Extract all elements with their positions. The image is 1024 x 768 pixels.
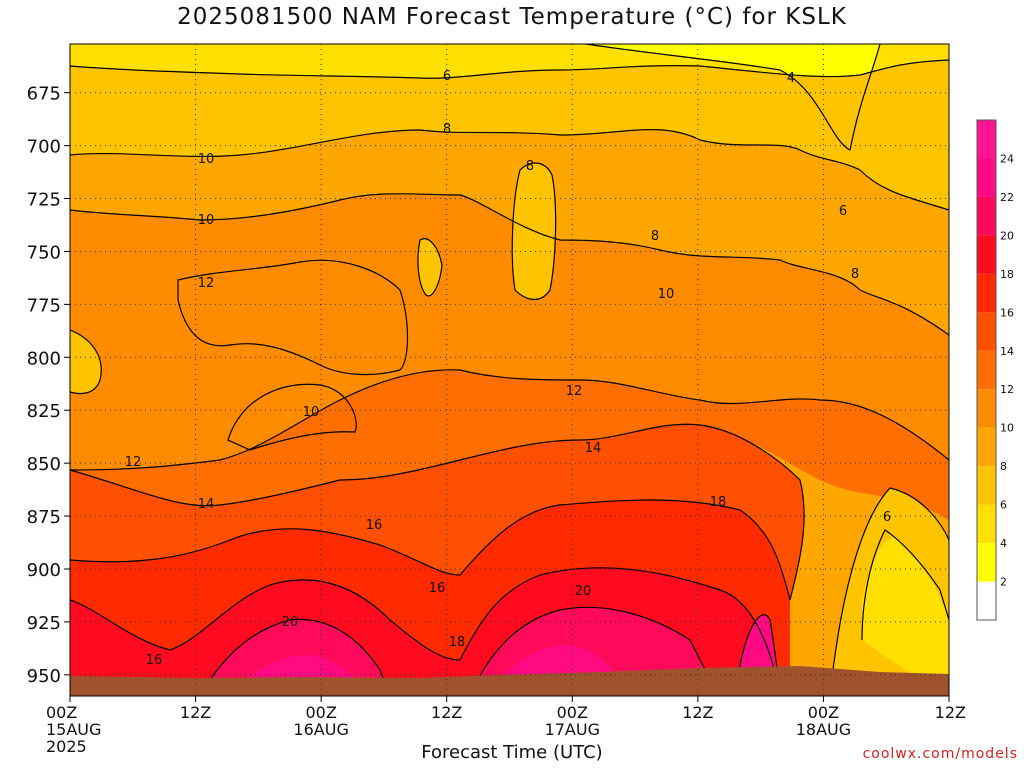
colorbar-swatch xyxy=(977,312,996,351)
y-tick-label: 950 xyxy=(27,666,61,687)
contour-lines xyxy=(70,44,949,696)
contour-label: 8 xyxy=(526,159,534,174)
temperature-fill xyxy=(70,44,949,696)
y-tick-label: 875 xyxy=(27,507,61,528)
colorbar-swatch xyxy=(977,196,996,236)
colorbar-label: 2 xyxy=(1000,576,1007,589)
contour-label: 8 xyxy=(851,267,859,282)
contour-label: 4 xyxy=(787,71,795,86)
contour-label: 16 xyxy=(146,653,163,668)
x-tick-label: 12Z xyxy=(180,703,211,722)
contour-label: 20 xyxy=(282,615,299,630)
contour-label: 12 xyxy=(566,384,583,399)
colorbar-label: 20 xyxy=(1000,229,1014,242)
contour-label: 12 xyxy=(125,455,142,470)
contour-label: 18 xyxy=(710,495,727,510)
x-tick-label: 16AUG xyxy=(293,720,348,739)
y-axis: 675 700 725 750 775 800 825 850 875 900 925 950 xyxy=(27,84,70,687)
contour-label: 14 xyxy=(585,441,602,456)
colorbar-swatch xyxy=(977,350,996,390)
y-tick-label: 700 xyxy=(27,137,61,158)
colorbar-label: 12 xyxy=(1000,383,1014,396)
chart-title: 2025081500 NAM Forecast Temperature (°C)… xyxy=(177,4,847,30)
y-tick-label: 800 xyxy=(27,348,61,369)
colorbar-swatch xyxy=(977,543,996,582)
contour-label: 10 xyxy=(198,152,215,167)
x-tick-label: 17AUG xyxy=(545,720,600,739)
colorbar-swatch xyxy=(977,235,996,274)
colorbar-label: 8 xyxy=(1000,460,1007,473)
colorbar-label: 24 xyxy=(1000,152,1014,165)
y-tick-label: 925 xyxy=(27,613,61,634)
colorbar-swatch xyxy=(977,389,996,428)
contour-label: 6 xyxy=(839,204,847,219)
contour-labels: 6 4 8 8 10 8 6 12 8 10 10 12 14 10 12 14 16 18 16 20 20 18 16 6 xyxy=(125,69,891,668)
contour-label: 14 xyxy=(198,497,215,512)
colorbar-frame xyxy=(976,119,997,621)
terrain-ground xyxy=(70,666,949,696)
y-tick-label: 850 xyxy=(27,454,61,475)
x-tick-label: 12Z xyxy=(935,703,966,722)
colorbar-label: 10 xyxy=(1000,422,1014,435)
x-tick-label: 18AUG xyxy=(796,720,851,739)
contour-label: 8 xyxy=(651,229,659,244)
contour-label: 8 xyxy=(443,122,451,137)
colorbar-label: 6 xyxy=(1000,499,1007,512)
y-tick-label: 750 xyxy=(27,242,61,263)
colorbar-label: 22 xyxy=(1000,191,1014,204)
y-tick-label: 725 xyxy=(27,190,61,211)
contour-label: 6 xyxy=(443,69,451,84)
colorbar-swatch xyxy=(977,504,996,544)
colorbar-swatch xyxy=(977,273,996,313)
y-tick-label: 675 xyxy=(27,84,61,105)
contour-label: 6 xyxy=(883,510,891,525)
colorbar-label: 4 xyxy=(1000,537,1007,550)
contour-label: 16 xyxy=(366,518,383,533)
x-tick-label: 12Z xyxy=(682,703,713,722)
x-tick-label: 15AUG xyxy=(46,720,101,739)
colorbar-label: 16 xyxy=(1000,306,1014,319)
contour-label: 12 xyxy=(198,276,215,291)
plot-frame xyxy=(69,43,950,697)
y-tick-label: 775 xyxy=(27,295,61,316)
colorbar-swatch xyxy=(977,158,996,197)
colorbar-swatch xyxy=(977,120,996,159)
x-tick-label: 2025 xyxy=(46,737,87,756)
contour-label: 10 xyxy=(198,213,215,228)
contour-label: 20 xyxy=(575,584,592,599)
y-tick-label: 825 xyxy=(27,401,61,422)
colorbar-swatch xyxy=(977,466,996,505)
x-axis-label: Forecast Time (UTC) xyxy=(421,742,603,763)
contour-label: 10 xyxy=(658,287,675,302)
contour-label: 18 xyxy=(449,635,466,650)
x-tick-label: 00Z xyxy=(808,703,839,722)
y-tick-label: 900 xyxy=(27,560,61,581)
contour-label: 10 xyxy=(303,405,320,420)
x-tick-label: 00Z xyxy=(557,703,588,722)
colorbar-label: 18 xyxy=(1000,268,1014,281)
contour-label: 16 xyxy=(429,581,446,596)
x-tick-label: 00Z xyxy=(46,703,77,722)
x-tick-label: 12Z xyxy=(431,703,462,722)
colorbar-label: 14 xyxy=(1000,345,1014,358)
watermark-text: coolwx.com/models xyxy=(862,746,1018,762)
colorbar-swatch xyxy=(977,427,996,467)
x-tick-label: 00Z xyxy=(305,703,336,722)
colorbar-swatch xyxy=(977,581,996,620)
